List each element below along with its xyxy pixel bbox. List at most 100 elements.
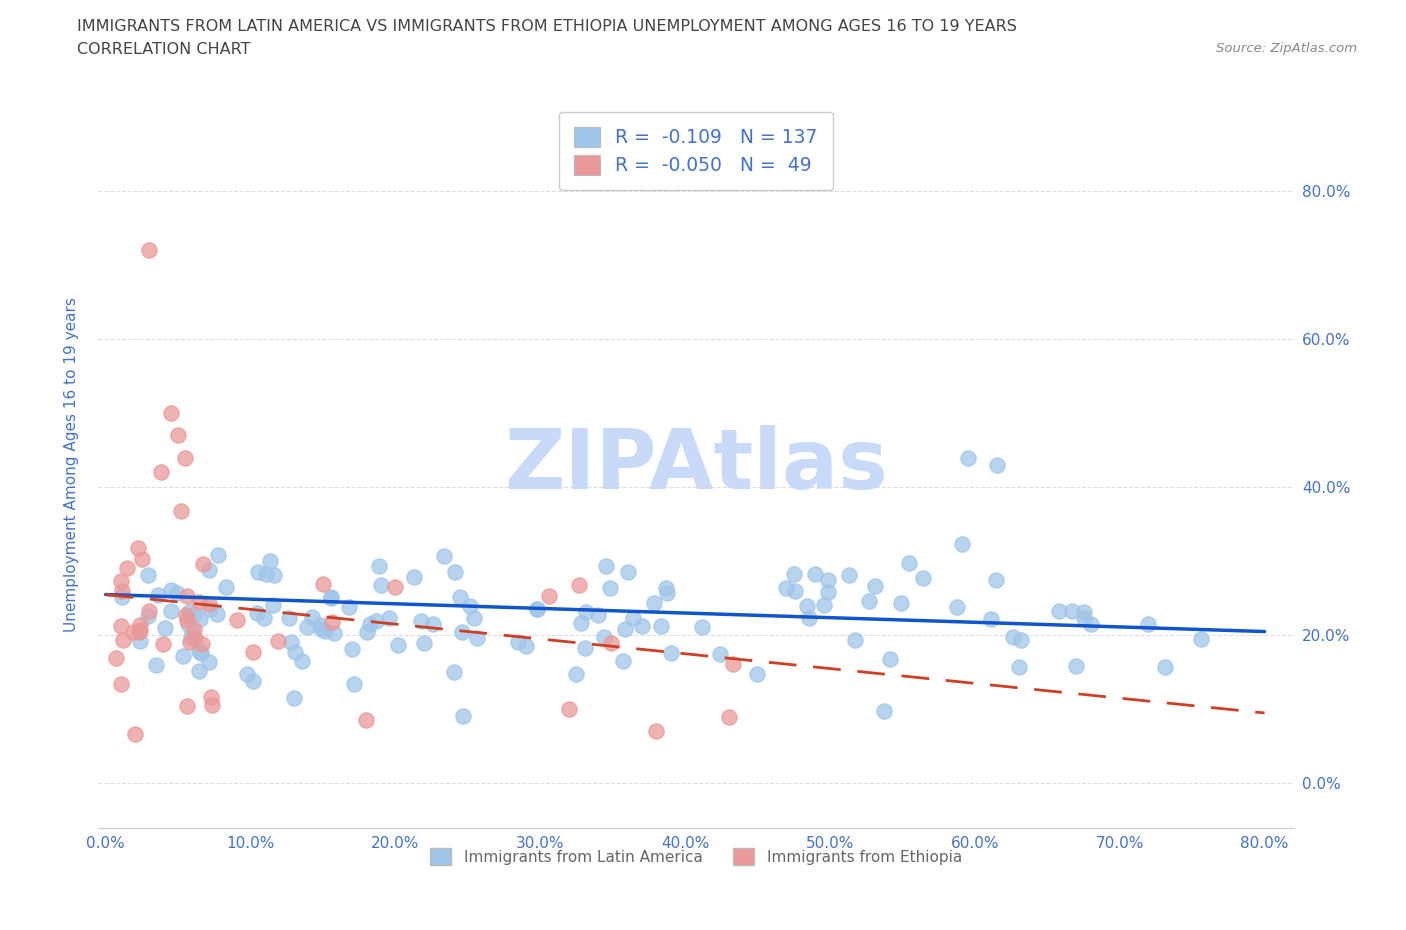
Point [650,618,672,633]
Point [129,623,152,638]
Point [956,450,979,465]
Point [301,610,323,625]
Point [149,465,172,480]
Point [136,568,159,583]
Point [370,578,392,592]
Point [128,618,150,632]
Point [569,616,592,631]
Point [214,579,236,594]
Point [127,541,149,556]
Point [110,677,132,692]
Point [599,635,621,650]
Point [858,593,880,608]
Point [342,642,364,657]
Point [166,585,188,600]
Point [176,613,198,628]
Point [387,637,409,652]
Point [451,709,474,724]
Point [612,653,634,668]
Point [586,607,609,622]
Point [593,630,616,644]
Y-axis label: Unemployment Among Ages 16 to 19 years: Unemployment Among Ages 16 to 19 years [65,298,79,632]
Point [844,632,866,647]
Point [183,621,205,636]
Point [1002,630,1025,644]
Point [783,567,806,582]
Point [321,590,343,604]
Point [796,599,818,614]
Point [690,619,713,634]
Point [1047,604,1070,618]
Point [242,673,264,688]
Point [463,611,485,626]
Point [188,594,211,609]
Point [160,405,183,420]
Point [817,572,839,587]
Point [526,602,548,617]
Point [111,584,134,599]
Point [321,615,343,630]
Point [613,622,636,637]
Point [659,645,682,660]
Point [167,428,190,443]
Point [283,690,305,705]
Point [986,458,1008,472]
Point [187,664,209,679]
Point [745,667,768,682]
Point [657,586,679,601]
Point [263,567,285,582]
Point [181,626,204,641]
Point [152,636,174,651]
Point [565,666,588,681]
Point [160,583,183,598]
Point [709,647,731,662]
Point [912,570,935,585]
Point [246,605,269,620]
Point [643,596,665,611]
Point [872,704,894,719]
Point [1137,617,1160,631]
Point [153,620,176,635]
Point [176,698,198,713]
Point [595,559,617,574]
Point [172,648,194,663]
Point [110,589,132,604]
Point [879,652,901,667]
Point [343,676,366,691]
Point [188,644,211,658]
Point [384,579,406,594]
Point [122,625,145,640]
Point [198,563,221,578]
Point [526,602,548,617]
Point [443,664,465,679]
Point [267,633,290,648]
Point [378,611,401,626]
Point [197,597,219,612]
Point [201,698,224,712]
Point [865,578,887,593]
Point [356,625,378,640]
Point [356,713,378,728]
Point [198,655,221,670]
Point [110,619,132,634]
Point [136,609,159,624]
Point [138,604,160,618]
Point [898,556,921,571]
Point [817,584,839,599]
Point [450,590,472,604]
Point [131,552,153,567]
Legend: Immigrants from Latin America, Immigrants from Ethiopia: Immigrants from Latin America, Immigrant… [423,842,969,870]
Point [621,610,644,625]
Point [404,569,426,584]
Point [278,611,301,626]
Point [655,580,678,595]
Point [460,599,482,614]
Point [599,580,621,595]
Point [138,243,160,258]
Point [253,610,276,625]
Text: Source: ZipAtlas.com: Source: ZipAtlas.com [1216,42,1357,55]
Point [322,626,344,641]
Point [1010,632,1032,647]
Point [558,702,581,717]
Point [537,589,560,604]
